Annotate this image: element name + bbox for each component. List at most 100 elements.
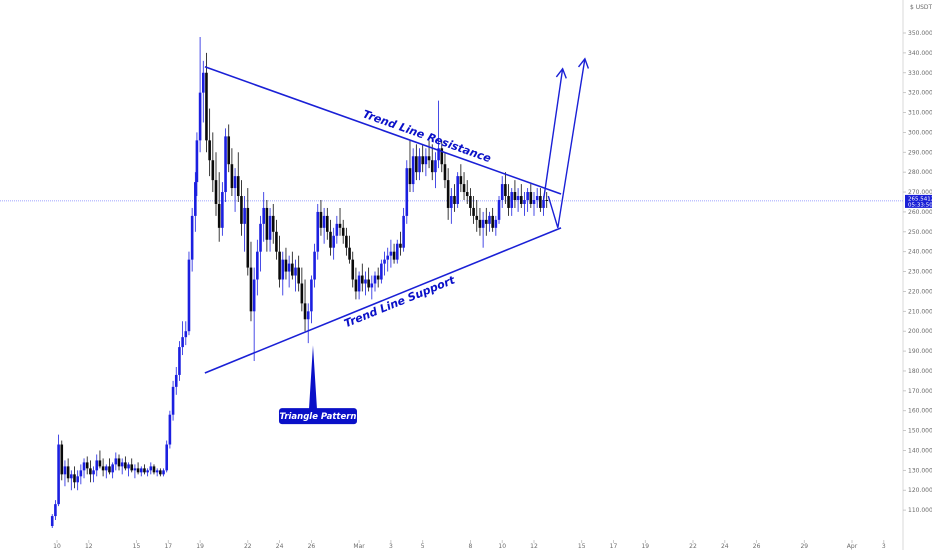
candle-body xyxy=(284,259,288,272)
candle-down xyxy=(465,180,469,204)
candle-body xyxy=(208,140,211,161)
candle-body xyxy=(262,207,265,224)
x-tick-label: 8 xyxy=(468,543,472,550)
candle-body xyxy=(120,462,124,467)
candle-up xyxy=(221,182,224,236)
candle-body xyxy=(230,164,234,189)
candle-body xyxy=(357,275,361,292)
candle-up xyxy=(162,468,165,477)
candle-down xyxy=(108,458,111,475)
candle-up xyxy=(146,468,149,477)
candle-down xyxy=(319,199,323,236)
y-tick-label: 190.0000 xyxy=(908,348,932,355)
x-tick-label: 26 xyxy=(308,543,316,550)
candle-up xyxy=(198,36,202,153)
candle-body xyxy=(259,223,262,252)
candle-up xyxy=(76,470,79,491)
candle-body xyxy=(211,160,215,181)
y-tick-label: 180.0000 xyxy=(908,368,932,375)
candle-body xyxy=(421,156,424,165)
candle-up xyxy=(70,470,73,491)
candle-body xyxy=(510,192,514,208)
candle-body xyxy=(348,247,351,260)
candle-down xyxy=(249,241,253,322)
x-tick-label: 3 xyxy=(389,543,393,550)
candle-body xyxy=(373,275,377,284)
candle-down xyxy=(227,124,231,173)
candle-body xyxy=(472,207,475,216)
candle-up xyxy=(120,458,124,475)
candle-up xyxy=(224,128,227,202)
candle-body xyxy=(162,470,165,475)
candle-body xyxy=(535,196,539,200)
candle-body xyxy=(488,215,491,224)
candle-down xyxy=(117,454,121,471)
candle-body xyxy=(529,192,533,204)
candle-up xyxy=(201,60,205,123)
candle-up xyxy=(259,215,262,272)
candle-down xyxy=(89,460,92,483)
candle-body xyxy=(430,160,434,173)
candle-body xyxy=(319,211,323,228)
candle-body xyxy=(281,259,285,280)
candle-body xyxy=(79,470,83,477)
candle-body xyxy=(415,156,418,173)
projection-arrows xyxy=(542,57,590,229)
x-tick-label: 10 xyxy=(53,543,61,550)
x-tick-label: 24 xyxy=(276,543,284,550)
candle-body xyxy=(165,444,169,471)
candle-up xyxy=(535,188,539,208)
candle-body xyxy=(427,156,431,161)
candle-up xyxy=(322,207,326,244)
candle-body xyxy=(98,460,102,467)
y-tick-label: 320.0000 xyxy=(908,90,932,97)
candle-down xyxy=(326,207,329,240)
candle-body xyxy=(130,464,134,471)
y-tick-label: 240.0000 xyxy=(908,249,932,256)
candle-body xyxy=(539,196,542,208)
x-tick-label: Apr xyxy=(847,543,858,550)
candle-body xyxy=(523,199,526,204)
candle-up xyxy=(187,251,191,336)
candle-down xyxy=(446,168,450,220)
candle-body xyxy=(364,279,367,284)
candle-down xyxy=(430,144,434,181)
candle-body xyxy=(504,184,507,197)
candle-up xyxy=(526,188,529,212)
candle-up xyxy=(294,259,297,292)
candle-body xyxy=(178,347,181,375)
candle-down xyxy=(453,184,456,212)
candle-down xyxy=(462,172,466,200)
candle-up xyxy=(165,440,169,473)
candle-body xyxy=(405,168,409,216)
candle-up xyxy=(411,148,415,193)
candle-body xyxy=(85,462,89,469)
candle-up xyxy=(252,267,256,362)
candle-body xyxy=(127,464,130,469)
candle-up xyxy=(111,462,114,479)
candle-body xyxy=(217,203,221,228)
candle-down xyxy=(491,207,494,232)
candle-up xyxy=(194,172,197,232)
candle-down xyxy=(469,188,472,216)
candle-body xyxy=(195,140,199,183)
candle-body xyxy=(152,466,156,473)
candle-body xyxy=(310,279,313,312)
candle-body xyxy=(146,470,149,473)
price-tag-value: 265.5412 xyxy=(908,196,932,202)
candle-body xyxy=(233,176,237,189)
candle-body xyxy=(545,199,549,201)
y-tick-label: 110.0000 xyxy=(908,507,932,514)
candle-down xyxy=(545,192,549,208)
candle-down xyxy=(478,207,482,236)
y-tick-label: 350.0000 xyxy=(908,30,932,37)
candle-up xyxy=(313,243,316,288)
candle-down xyxy=(297,255,300,292)
candle-down xyxy=(459,164,463,193)
x-tick-label: 24 xyxy=(721,543,729,550)
candle-body xyxy=(73,474,76,483)
candle-up xyxy=(139,466,143,477)
price-tag-box xyxy=(905,194,932,208)
candle-down xyxy=(427,140,431,169)
